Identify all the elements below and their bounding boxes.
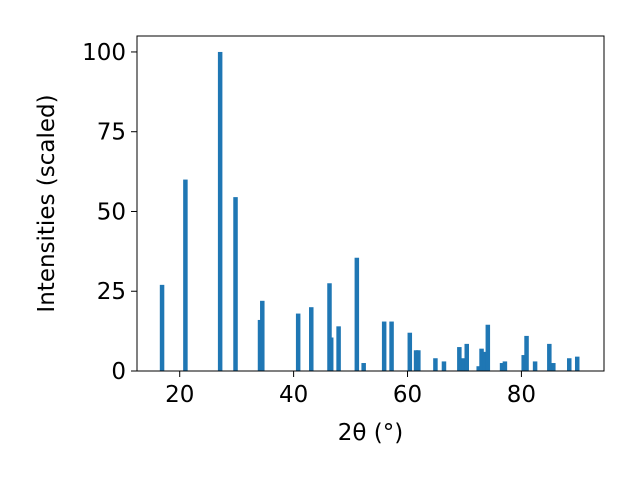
x-tick-label: 60 bbox=[393, 382, 422, 408]
bar bbox=[521, 355, 526, 371]
bar bbox=[551, 363, 556, 371]
bar bbox=[416, 350, 421, 371]
y-tick-label: 100 bbox=[82, 40, 126, 66]
y-tick-label: 25 bbox=[97, 279, 126, 305]
x-tick-label: 40 bbox=[279, 382, 308, 408]
bar bbox=[327, 283, 332, 371]
bar bbox=[217, 51, 223, 371]
bar bbox=[328, 337, 334, 371]
bar bbox=[461, 358, 466, 371]
bar bbox=[233, 197, 238, 371]
plot-frame bbox=[136, 35, 605, 372]
bar bbox=[361, 363, 366, 371]
bar bbox=[502, 361, 508, 371]
x-tick-label: 80 bbox=[507, 382, 536, 408]
bars bbox=[159, 51, 580, 371]
x-tick-label: 20 bbox=[165, 382, 194, 408]
y-tick-label: 75 bbox=[97, 120, 126, 146]
bar bbox=[295, 313, 301, 371]
bar bbox=[381, 321, 387, 371]
bar bbox=[482, 351, 487, 371]
y-tick-label: 50 bbox=[97, 199, 126, 225]
bar bbox=[547, 343, 552, 371]
bar bbox=[464, 343, 469, 371]
bar bbox=[389, 321, 394, 371]
bar bbox=[433, 358, 438, 371]
bar bbox=[532, 361, 538, 371]
x-axis-label: 2θ (°) bbox=[338, 420, 403, 446]
bar bbox=[336, 326, 341, 371]
bar bbox=[476, 366, 481, 371]
bar bbox=[499, 363, 505, 371]
y-tick-label: 0 bbox=[111, 359, 126, 385]
bar bbox=[524, 335, 529, 371]
bar bbox=[407, 332, 413, 371]
y-axis: 0 25 50 75 100 bbox=[82, 40, 137, 385]
y-axis-label: Intensities (scaled) bbox=[34, 94, 60, 312]
bar bbox=[354, 257, 360, 371]
bar bbox=[159, 284, 165, 371]
bar bbox=[479, 348, 484, 371]
bar bbox=[257, 319, 263, 371]
bar bbox=[309, 307, 314, 371]
bar bbox=[567, 358, 572, 371]
bar bbox=[441, 361, 447, 371]
bar bbox=[485, 324, 491, 371]
bar bbox=[183, 179, 188, 371]
bar bbox=[457, 347, 462, 371]
bar bbox=[260, 300, 265, 371]
x-axis: 20 40 60 80 bbox=[165, 371, 536, 408]
bar bbox=[574, 356, 580, 371]
bar bbox=[413, 350, 419, 371]
